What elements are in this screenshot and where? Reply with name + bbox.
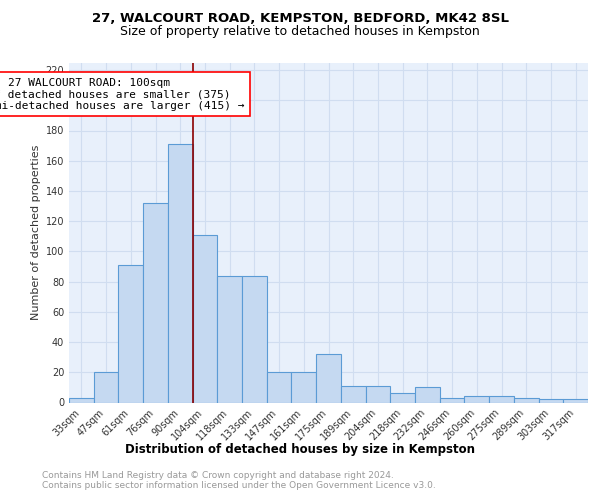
Bar xyxy=(193,235,217,402)
Bar xyxy=(69,398,94,402)
Bar xyxy=(267,372,292,402)
Text: 27, WALCOURT ROAD, KEMPSTON, BEDFORD, MK42 8SL: 27, WALCOURT ROAD, KEMPSTON, BEDFORD, MK… xyxy=(91,12,509,26)
Text: 27 WALCOURT ROAD: 100sqm
← 47% of detached houses are smaller (375)
52% of semi-: 27 WALCOURT ROAD: 100sqm ← 47% of detach… xyxy=(0,78,244,111)
Y-axis label: Number of detached properties: Number of detached properties xyxy=(31,145,41,320)
Bar xyxy=(563,400,588,402)
Bar xyxy=(143,203,168,402)
Bar xyxy=(415,388,440,402)
Bar xyxy=(514,398,539,402)
Bar xyxy=(292,372,316,402)
Bar xyxy=(168,144,193,403)
Bar xyxy=(316,354,341,403)
Bar xyxy=(242,276,267,402)
Bar xyxy=(341,386,365,402)
Bar xyxy=(489,396,514,402)
Bar xyxy=(94,372,118,402)
Text: Contains public sector information licensed under the Open Government Licence v3: Contains public sector information licen… xyxy=(42,481,436,490)
Text: Size of property relative to detached houses in Kempston: Size of property relative to detached ho… xyxy=(120,25,480,38)
Bar xyxy=(217,276,242,402)
Bar xyxy=(539,400,563,402)
Text: Contains HM Land Registry data © Crown copyright and database right 2024.: Contains HM Land Registry data © Crown c… xyxy=(42,471,394,480)
Bar xyxy=(464,396,489,402)
Bar xyxy=(365,386,390,402)
Bar xyxy=(118,265,143,402)
Bar xyxy=(390,394,415,402)
Bar xyxy=(440,398,464,402)
Text: Distribution of detached houses by size in Kempston: Distribution of detached houses by size … xyxy=(125,442,475,456)
